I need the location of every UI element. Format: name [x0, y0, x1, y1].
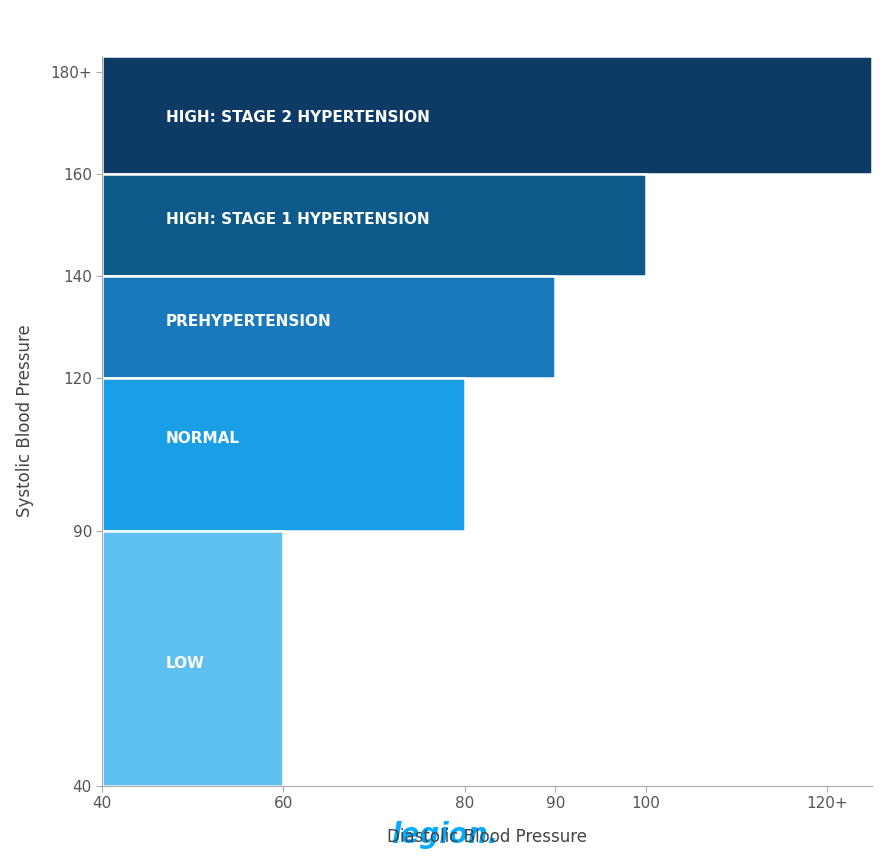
Text: LOW: LOW [166, 655, 205, 671]
Text: HIGH: STAGE 2 HYPERTENSION: HIGH: STAGE 2 HYPERTENSION [166, 110, 430, 125]
Bar [102, 276, 555, 378]
Text: BLOOD PRESSURE CHART: BLOOD PRESSURE CHART [297, 14, 593, 34]
Text: legion.: legion. [392, 821, 498, 850]
Text: PREHYPERTENSION: PREHYPERTENSION [166, 314, 331, 329]
Bar [102, 174, 646, 276]
Bar [102, 530, 284, 786]
Text: NORMAL: NORMAL [166, 431, 239, 446]
X-axis label: Diastolic Blood Pressure: Diastolic Blood Pressure [387, 827, 587, 845]
Y-axis label: Systolic Blood Pressure: Systolic Blood Pressure [16, 325, 34, 517]
Text: HIGH: STAGE 1 HYPERTENSION: HIGH: STAGE 1 HYPERTENSION [166, 212, 429, 227]
Bar [102, 378, 465, 530]
Bar [102, 56, 872, 174]
